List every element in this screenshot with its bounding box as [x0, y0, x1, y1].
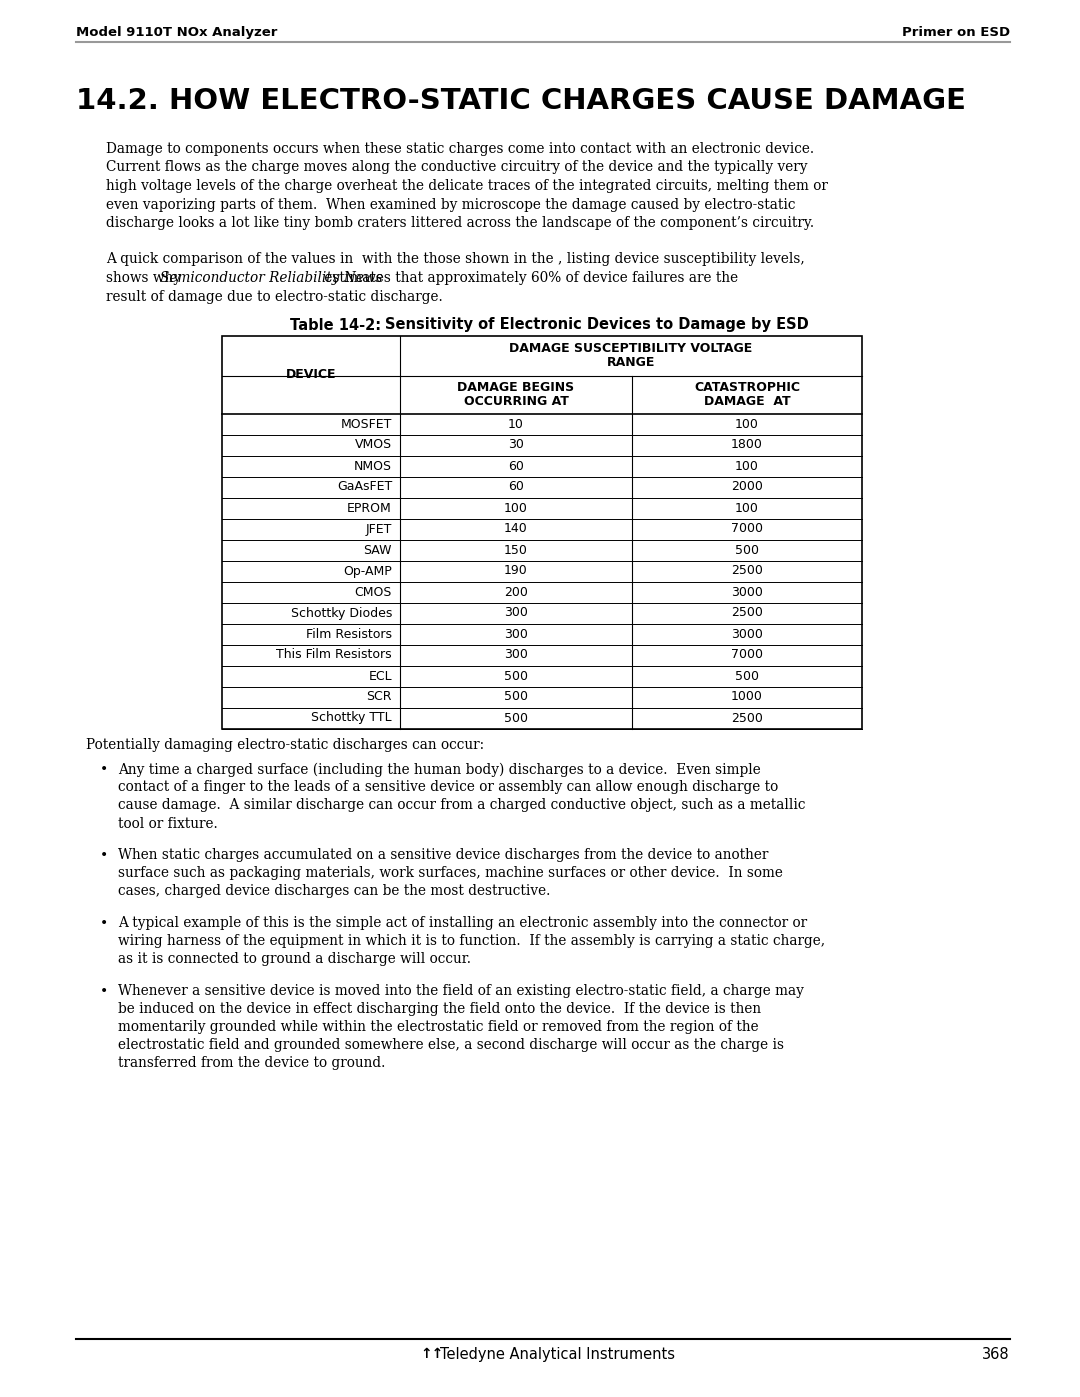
Text: 500: 500 [504, 690, 528, 704]
Text: 60: 60 [508, 460, 524, 472]
Text: 14.2. HOW ELECTRO-STATIC CHARGES CAUSE DAMAGE: 14.2. HOW ELECTRO-STATIC CHARGES CAUSE D… [76, 87, 966, 115]
Text: ↑↑: ↑↑ [420, 1347, 443, 1361]
Text: A quick comparison of the values in  with the those shown in the , listing devic: A quick comparison of the values in with… [106, 253, 805, 267]
Text: Teledyne Analytical Instruments: Teledyne Analytical Instruments [440, 1347, 675, 1362]
Text: Film Resistors: Film Resistors [306, 627, 392, 640]
Text: EPROM: EPROM [348, 502, 392, 514]
Text: Table 14-2:: Table 14-2: [291, 317, 381, 332]
Text: Op-AMP: Op-AMP [343, 564, 392, 577]
Text: 1800: 1800 [731, 439, 762, 451]
Text: Semiconductor Reliability News: Semiconductor Reliability News [160, 271, 382, 285]
Text: DAMAGE  AT: DAMAGE AT [704, 395, 791, 408]
Text: •: • [99, 761, 108, 775]
Text: Schottky Diodes: Schottky Diodes [291, 606, 392, 619]
Text: 200: 200 [504, 585, 528, 598]
Text: wiring harness of the equipment in which it is to function.  If the assembly is : wiring harness of the equipment in which… [118, 935, 825, 949]
Text: 2500: 2500 [731, 564, 762, 577]
Text: GaAsFET: GaAsFET [337, 481, 392, 493]
Text: SAW: SAW [364, 543, 392, 556]
Text: 2000: 2000 [731, 481, 762, 493]
Text: OCCURRING AT: OCCURRING AT [463, 395, 568, 408]
Text: Primer on ESD: Primer on ESD [902, 27, 1010, 39]
Text: Damage to components occurs when these static charges come into contact with an : Damage to components occurs when these s… [106, 142, 814, 156]
Text: 2500: 2500 [731, 606, 762, 619]
Text: ECL: ECL [368, 669, 392, 683]
Text: Potentially damaging electro-static discharges can occur:: Potentially damaging electro-static disc… [86, 739, 484, 753]
Text: 300: 300 [504, 648, 528, 662]
Text: 7000: 7000 [731, 522, 762, 535]
Text: surface such as packaging materials, work surfaces, machine surfaces or other de: surface such as packaging materials, wor… [118, 866, 783, 880]
Text: Model 9110T NOx Analyzer: Model 9110T NOx Analyzer [76, 27, 278, 39]
Text: SCR: SCR [366, 690, 392, 704]
Text: 100: 100 [504, 502, 528, 514]
Text: MOSFET: MOSFET [340, 418, 392, 430]
Text: 10: 10 [508, 418, 524, 430]
Text: Sensitivity of Electronic Devices to Damage by ESD: Sensitivity of Electronic Devices to Dam… [384, 317, 809, 332]
Text: high voltage levels of the charge overheat the delicate traces of the integrated: high voltage levels of the charge overhe… [106, 179, 828, 193]
Text: 7000: 7000 [731, 648, 762, 662]
Text: RANGE: RANGE [607, 356, 656, 369]
Text: electrostatic field and grounded somewhere else, a second discharge will occur a: electrostatic field and grounded somewhe… [118, 1038, 784, 1052]
Text: tool or fixture.: tool or fixture. [118, 816, 218, 830]
Text: 140: 140 [504, 522, 528, 535]
Text: 60: 60 [508, 481, 524, 493]
Text: Any time a charged surface (including the human body) discharges to a device.  E: Any time a charged surface (including th… [118, 763, 760, 777]
Text: •: • [99, 983, 108, 997]
Text: 500: 500 [504, 669, 528, 683]
Text: 150: 150 [504, 543, 528, 556]
Text: JFET: JFET [366, 522, 392, 535]
Text: estimates that approximately 60% of device failures are the: estimates that approximately 60% of devi… [320, 271, 738, 285]
Text: 300: 300 [504, 606, 528, 619]
Text: 30: 30 [508, 439, 524, 451]
Text: CATASTROPHIC: CATASTROPHIC [694, 381, 800, 394]
Text: 3000: 3000 [731, 627, 762, 640]
Text: DEVICE: DEVICE [286, 367, 336, 381]
Text: •: • [99, 916, 108, 930]
Text: DAMAGE SUSCEPTIBILITY VOLTAGE: DAMAGE SUSCEPTIBILITY VOLTAGE [510, 342, 753, 355]
Text: Schottky TTL: Schottky TTL [311, 711, 392, 725]
Text: 3000: 3000 [731, 585, 762, 598]
Text: transferred from the device to ground.: transferred from the device to ground. [118, 1056, 386, 1070]
Text: Current flows as the charge moves along the conductive circuitry of the device a: Current flows as the charge moves along … [106, 161, 808, 175]
Text: cases, charged device discharges can be the most destructive.: cases, charged device discharges can be … [118, 884, 551, 898]
Text: even vaporizing parts of them.  When examined by microscope the damage caused by: even vaporizing parts of them. When exam… [106, 197, 796, 211]
Text: 500: 500 [735, 669, 759, 683]
Text: 100: 100 [735, 460, 759, 472]
Text: DAMAGE BEGINS: DAMAGE BEGINS [458, 381, 575, 394]
Text: cause damage.  A similar discharge can occur from a charged conductive object, s: cause damage. A similar discharge can oc… [118, 799, 806, 813]
Text: as it is connected to ground a discharge will occur.: as it is connected to ground a discharge… [118, 953, 471, 967]
Bar [222, 335, 862, 728]
Text: VMOS: VMOS [355, 439, 392, 451]
Text: •: • [99, 848, 108, 862]
Text: 500: 500 [735, 543, 759, 556]
Text: shows why: shows why [106, 271, 186, 285]
Text: be induced on the device in effect discharging the field onto the device.  If th: be induced on the device in effect disch… [118, 1003, 761, 1017]
Text: 300: 300 [504, 627, 528, 640]
Text: 368: 368 [983, 1347, 1010, 1362]
Text: discharge looks a lot like tiny bomb craters littered across the landscape of th: discharge looks a lot like tiny bomb cra… [106, 217, 814, 231]
Text: 1000: 1000 [731, 690, 762, 704]
Text: momentarily grounded while within the electrostatic field or removed from the re: momentarily grounded while within the el… [118, 1020, 758, 1035]
Text: result of damage due to electro-static discharge.: result of damage due to electro-static d… [106, 289, 443, 303]
Text: contact of a finger to the leads of a sensitive device or assembly can allow eno: contact of a finger to the leads of a se… [118, 781, 779, 795]
Text: 100: 100 [735, 502, 759, 514]
Text: NMOS: NMOS [354, 460, 392, 472]
Text: Whenever a sensitive device is moved into the field of an existing electro-stati: Whenever a sensitive device is moved int… [118, 985, 804, 999]
Text: When static charges accumulated on a sensitive device discharges from the device: When static charges accumulated on a sen… [118, 848, 768, 862]
Text: 100: 100 [735, 418, 759, 430]
Text: 500: 500 [504, 711, 528, 725]
Text: 2500: 2500 [731, 711, 762, 725]
Text: CMOS: CMOS [354, 585, 392, 598]
Text: A typical example of this is the simple act of installing an electronic assembly: A typical example of this is the simple … [118, 916, 807, 930]
Text: This Film Resistors: This Film Resistors [276, 648, 392, 662]
Text: 190: 190 [504, 564, 528, 577]
